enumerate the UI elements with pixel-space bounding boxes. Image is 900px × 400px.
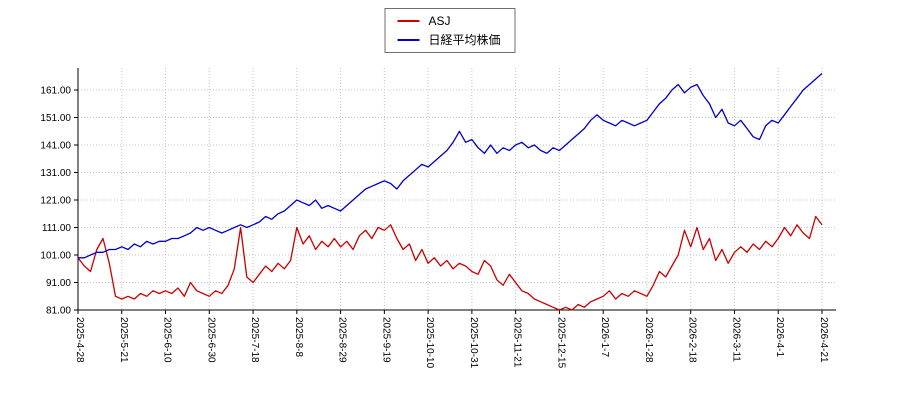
- x-tick-label: 2025-6-10: [162, 317, 173, 363]
- x-tick-label: 2025-10-10: [424, 317, 435, 369]
- x-tick-label: 2025-8-29: [337, 317, 348, 363]
- x-tick-label: 2026-4-1: [774, 317, 785, 357]
- x-tick-label: 2026-4-21: [818, 317, 829, 363]
- x-tick-label: 2026-2-18: [687, 317, 698, 363]
- x-tick-label: 2026-1-28: [643, 317, 654, 363]
- y-tick-label: 161.00: [40, 86, 71, 97]
- x-tick-label: 2025-6-30: [205, 317, 216, 363]
- x-tick-label: 2025-5-21: [118, 317, 129, 363]
- x-tick-label: 2025-4-28: [74, 317, 85, 363]
- y-tick-label: 101.00: [40, 251, 71, 262]
- x-tick-label: 2026-3-11: [730, 317, 741, 362]
- y-tick-label: 81.00: [46, 306, 71, 317]
- legend-label-asj: ASJ: [428, 14, 451, 28]
- x-tick-label: 2025-10-31: [468, 317, 479, 369]
- y-tick-label: 111.00: [42, 223, 72, 234]
- y-tick-label: 91.00: [46, 278, 71, 289]
- y-tick-label: 141.00: [40, 141, 71, 152]
- x-tick-label: 2025-8-8: [293, 317, 304, 357]
- y-tick-label: 121.00: [40, 196, 71, 207]
- series-line-asj: [77, 215, 823, 311]
- legend-line-swatch-red: [397, 20, 420, 22]
- legend-label-nikkei: 日経平均株価: [428, 33, 501, 47]
- x-tick-label: 2025-7-18: [249, 317, 260, 363]
- x-tick-label: 2025-11-21: [512, 317, 523, 368]
- y-tick-label: 131.00: [40, 168, 71, 179]
- x-tick-label: 2026-1-7: [599, 317, 610, 357]
- chart-legend: ASJ 日経平均株価: [384, 8, 516, 53]
- x-tick-label: 2025-12-15: [555, 317, 566, 369]
- y-tick-label: 151.00: [40, 113, 71, 124]
- legend-item-asj: ASJ: [397, 15, 500, 27]
- series-line-nikkei: [78, 73, 823, 259]
- x-tick-label: 2025-9-19: [380, 317, 391, 363]
- legend-item-nikkei: 日経平均株価: [397, 33, 501, 47]
- legend-line-swatch-blue: [397, 39, 420, 41]
